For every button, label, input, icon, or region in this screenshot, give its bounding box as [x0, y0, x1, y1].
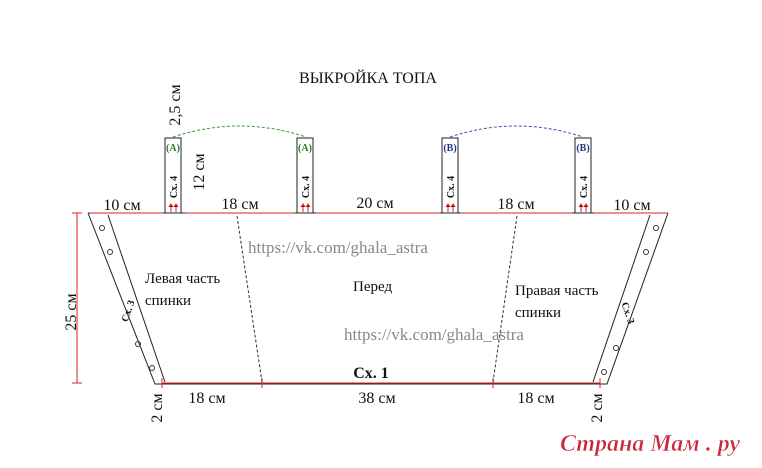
measure: 10 см: [613, 197, 650, 214]
height-measure: 25 см: [63, 293, 80, 330]
straps: [164, 137, 592, 215]
measure: 20 см: [356, 195, 393, 212]
measure: 38 см: [358, 390, 395, 407]
strap-label: (A): [166, 143, 180, 154]
strap-label: (B): [443, 143, 456, 154]
strap-scheme: Сх. 4: [579, 176, 590, 198]
measure: 2 см: [589, 393, 606, 422]
logo: Страна Мам . ру: [560, 431, 740, 457]
measure: 18 см: [221, 196, 258, 213]
strap-label: (A): [298, 143, 312, 154]
measure-lines: [72, 212, 668, 388]
connector-b: [449, 125, 584, 138]
buttonholes: [99, 225, 659, 375]
measure: 2 см: [149, 393, 166, 422]
piece-label: Правая часть спинки: [515, 283, 599, 321]
body-outline: [87, 212, 669, 385]
strap-scheme: Сх. 4: [446, 176, 457, 198]
measure: 18 см: [188, 390, 225, 407]
piece-label: Перед: [353, 279, 393, 295]
strap-width: 2,5 см: [167, 84, 184, 125]
title: ВЫКРОЙКА ТОПА: [299, 68, 437, 87]
watermark: https://vk.com/ghala_astra: [344, 325, 524, 344]
side-strip: [107, 214, 651, 383]
strap-scheme: Сх. 4: [301, 176, 312, 198]
measure: 10 см: [103, 197, 140, 214]
bottom-scheme: Сх. 1: [353, 365, 389, 382]
watermark: https://vk.com/ghala_astra: [248, 238, 428, 257]
seam-line: [236, 215, 518, 383]
strap-height: 12 см: [191, 153, 208, 190]
strap-scheme: Сх. 4: [169, 176, 180, 198]
connector-a: [172, 125, 307, 138]
measure: 18 см: [497, 196, 534, 213]
piece-label: Левая часть спинки: [145, 271, 221, 309]
measure: 18 см: [517, 390, 554, 407]
strap-label: (B): [576, 143, 589, 154]
